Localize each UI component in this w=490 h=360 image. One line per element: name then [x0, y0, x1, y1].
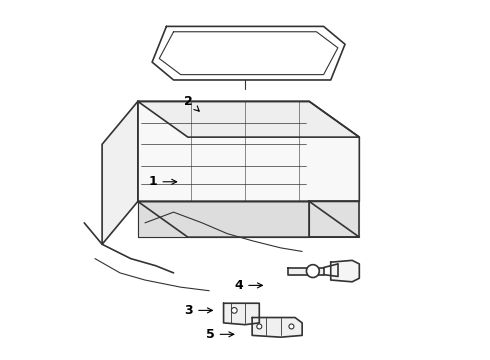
Polygon shape [138, 202, 309, 237]
Polygon shape [138, 102, 359, 137]
Text: 5: 5 [206, 328, 234, 341]
Text: 2: 2 [184, 95, 199, 111]
Text: 4: 4 [234, 279, 263, 292]
Text: 1: 1 [149, 175, 177, 188]
Circle shape [257, 324, 262, 329]
Polygon shape [252, 318, 302, 337]
Polygon shape [223, 303, 259, 325]
Circle shape [306, 265, 319, 278]
Polygon shape [138, 102, 359, 202]
Polygon shape [309, 202, 359, 237]
Text: 3: 3 [185, 304, 212, 317]
Polygon shape [102, 102, 138, 244]
Polygon shape [288, 267, 323, 275]
Circle shape [231, 307, 237, 313]
Circle shape [289, 324, 294, 329]
Polygon shape [138, 202, 359, 237]
Polygon shape [159, 32, 338, 75]
Polygon shape [152, 26, 345, 80]
Polygon shape [331, 260, 359, 282]
